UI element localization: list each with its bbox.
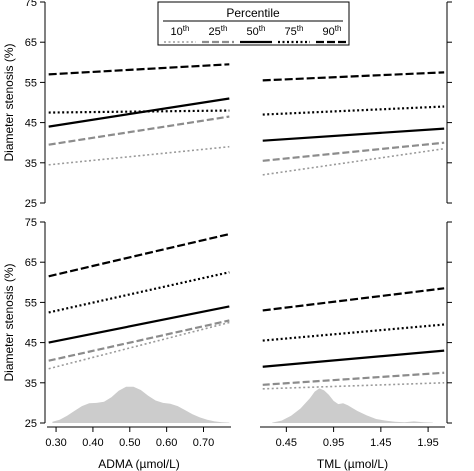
percentile-50th-line (48, 305, 230, 344)
y-tick-label: 25 (25, 198, 37, 210)
y-axis-label: Diameter stenosis (%) (2, 263, 16, 381)
y-tick-label: 55 (25, 77, 37, 89)
x-tick-label: 0.40 (82, 437, 103, 449)
y-tick-label: 45 (25, 118, 37, 130)
panel-row2-col1 (48, 232, 230, 423)
percentile-75th-line (262, 105, 445, 116)
y-tick-label: 55 (25, 297, 37, 309)
x-tick-label: 0.45 (276, 437, 297, 449)
panel-row2-col2 (262, 287, 445, 423)
percentile-75th-line (48, 271, 230, 314)
percentile-90th-line (48, 63, 230, 76)
percentile-90th-line (262, 71, 445, 82)
density-area (52, 386, 230, 423)
density-area (272, 388, 433, 423)
x-tick-label: 0.30 (45, 437, 66, 449)
panel-row1-col2 (262, 71, 445, 176)
percentile-75th-line (262, 323, 445, 342)
y-tick-label: 65 (25, 257, 37, 269)
percentile-90th-line (262, 287, 445, 312)
x-tick-label: 0.50 (119, 437, 140, 449)
y-axis-label: Diameter stenosis (%) (2, 43, 16, 161)
percentile-25th-line (262, 371, 445, 386)
y-tick-label: 75 (25, 0, 37, 9)
x-tick-label: 1.95 (417, 437, 438, 449)
percentile-10th-line (262, 382, 445, 390)
x-tick-label: 0.70 (193, 437, 214, 449)
legend-title: Percentile (226, 6, 280, 20)
x-tick-label: 0.60 (156, 437, 177, 449)
x-axis-1: 0.30 0.40 0.50 0.60 0.70 ADMA (µmol/L) (45, 426, 231, 471)
y-tick-label: 35 (25, 158, 37, 170)
percentile-10th-line (262, 147, 445, 176)
percentile-90th-line (48, 232, 230, 278)
percentile-10th-line (48, 321, 230, 370)
x-tick-label: 1.45 (370, 437, 391, 449)
percentile-25th-line (48, 115, 230, 146)
percentile-50th-line (262, 127, 445, 142)
percentile-50th-line (262, 349, 445, 368)
row-2-y-axes: 25 35 45 55 65 75 Diameter stenosis (%) (2, 217, 452, 430)
percentile-10th-line (48, 145, 230, 166)
y-tick-label: 45 (25, 338, 37, 350)
y-tick-label: 65 (25, 37, 37, 49)
row-1-y-axes: 25 35 45 55 65 75 Diameter stenosis (%) (2, 0, 452, 210)
panel-row1-col1 (48, 63, 230, 166)
y-tick-label: 25 (25, 418, 37, 430)
x-axis-2: 0.45 0.95 1.45 1.95 TML (µmol/L) (260, 426, 445, 471)
x-axis-label: TML (µmol/L) (317, 457, 388, 471)
percentile-25th-line (262, 141, 445, 162)
x-axis-label: ADMA (µmol/L) (98, 457, 180, 471)
y-tick-label: 75 (25, 217, 37, 229)
y-tick-label: 35 (25, 378, 37, 390)
legend-box (157, 1, 350, 46)
percentile-75th-line (48, 109, 230, 114)
percentile-25th-line (48, 319, 230, 362)
x-tick-label: 0.95 (323, 437, 344, 449)
